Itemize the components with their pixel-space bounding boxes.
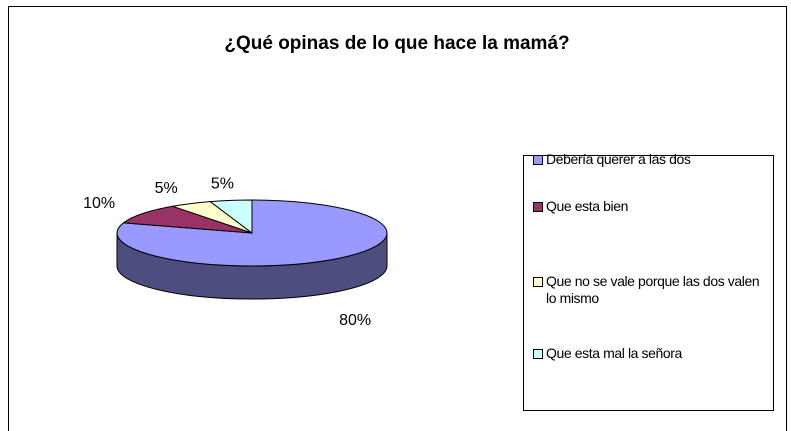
legend-swatch xyxy=(533,155,543,165)
chart-title: ¿Qué opinas de lo que hace la mamá? xyxy=(224,33,569,54)
legend-label: Que esta mal la señora xyxy=(546,345,682,361)
data-label: 80% xyxy=(339,312,371,329)
legend-swatch xyxy=(533,277,543,287)
legend-swatch xyxy=(533,202,543,212)
legend-swatch xyxy=(533,349,543,359)
pie-slice xyxy=(208,199,253,235)
legend-label: Debería querer a las dos xyxy=(546,151,691,167)
legend-box xyxy=(523,155,774,411)
data-label: 5% xyxy=(211,175,234,192)
legend-label: Que no se vale porque las dos valen lo m… xyxy=(546,273,760,306)
data-label: 5% xyxy=(155,180,178,197)
legend-label: Que esta bien xyxy=(546,198,628,214)
data-label: 10% xyxy=(83,195,115,212)
pie-slice xyxy=(122,205,253,234)
